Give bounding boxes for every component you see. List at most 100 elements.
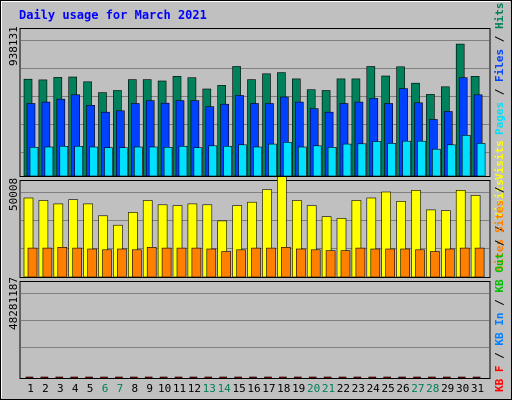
bar-kb-f-day-19: [293, 376, 302, 379]
bar-kb-f-day-26: [398, 376, 406, 379]
bar-sites-day-27: [415, 249, 425, 278]
bar-kb-f-day-10: [159, 376, 168, 379]
right-label-part: Sites: [493, 239, 506, 272]
right-label-part: Visits: [493, 179, 506, 219]
bar-kb-f-day-17: [264, 376, 272, 379]
x-tick-label-8: 8: [131, 382, 138, 395]
bar-pages-day-7: [119, 147, 128, 177]
bar-kb-f-day-23: [353, 376, 362, 379]
bar-pages-day-22: [342, 143, 352, 177]
x-tick-label-12: 12: [188, 382, 201, 395]
bar-sites-day-4: [72, 247, 82, 278]
x-tick-label-26: 26: [396, 382, 409, 395]
bar-kb-f-day-5: [85, 376, 93, 379]
ytick-label-requests: 938131: [7, 26, 20, 66]
bars-visits: [23, 176, 485, 278]
bar-sites-day-24: [370, 248, 381, 278]
bar-pages-day-4: [74, 146, 83, 177]
right-label-part: /: [493, 29, 506, 49]
x-tick-label-28: 28: [426, 382, 439, 395]
right-label-part: Hits: [493, 3, 506, 30]
bar-sites-day-5: [87, 248, 97, 278]
bar-sites-day-6: [102, 249, 112, 278]
x-tick-labels: 1 2 3 4 5 6 7 8 9 10 11 12 13 14 15 16 17 18 19 20 21 22 23 24 2…: [27, 382, 484, 395]
bar-sites-day-21: [325, 250, 336, 278]
bar-pages-day-30: [461, 135, 471, 177]
bar-kb-f-day-13: [204, 376, 213, 379]
x-tick-label-17: 17: [262, 382, 275, 395]
bar-sites-day-23: [355, 247, 366, 278]
bar-sites-day-3: [57, 247, 68, 278]
ytick-label-kbytes: 48281187: [7, 277, 20, 330]
x-tick-label-31: 31: [471, 382, 484, 395]
right-label-part: Visits: [493, 140, 506, 180]
bar-kb-f-day-8: [130, 376, 138, 379]
bar-sites-day-25: [385, 248, 396, 278]
bar-pages-day-14: [223, 146, 232, 177]
bar-kb-f-day-6: [100, 376, 108, 379]
right-label-part: /: [493, 346, 506, 366]
bar-kb-f-day-1: [25, 376, 34, 379]
bar-kb-f-day-21: [323, 376, 332, 379]
x-tick-label-23: 23: [352, 382, 365, 395]
bar-sites-day-10: [161, 247, 172, 278]
bar-kb-f-day-22: [338, 376, 347, 379]
bar-kb-f-day-18: [279, 376, 287, 379]
right-label-part: Sites: [493, 200, 506, 233]
chart-title: Daily usage for March 2021: [19, 8, 207, 22]
bar-pages-day-18: [283, 142, 292, 177]
bar-sites-day-22: [340, 250, 351, 278]
x-tick-label-2: 2: [42, 382, 49, 395]
x-tick-label-15: 15: [232, 382, 245, 395]
bar-pages-day-31: [476, 143, 486, 177]
x-tick-label-7: 7: [117, 382, 124, 395]
right-label-part: /: [493, 82, 506, 102]
bar-pages-day-6: [104, 147, 113, 177]
bars-requests: [23, 43, 486, 177]
bar-sites-day-9: [146, 247, 157, 278]
bar-sites-day-28: [430, 251, 440, 278]
bar-pages-day-24: [372, 141, 382, 177]
right-label-part: KB F: [493, 366, 506, 393]
right-label-visits: Sites / Visits: [493, 179, 506, 272]
right-label-part: /: [493, 180, 506, 200]
x-tick-label-22: 22: [337, 382, 350, 395]
bar-pages-day-10: [163, 147, 173, 177]
bar-pages-day-17: [268, 143, 277, 177]
right-label-part: KB Out: [493, 253, 506, 293]
bar-sites-day-7: [117, 248, 127, 278]
bar-sites-day-29: [444, 248, 455, 278]
bar-pages-day-2: [44, 146, 54, 177]
x-tick-label-29: 29: [441, 382, 454, 395]
bar-sites-day-30: [459, 247, 470, 278]
bar-pages-day-9: [148, 146, 158, 177]
bar-kb-f-day-9: [144, 376, 153, 379]
bars-kbytes: [25, 376, 481, 379]
bar-kb-f-day-20: [308, 376, 317, 379]
bar-kb-f-day-2: [40, 376, 49, 379]
bar-kb-f-day-14: [219, 376, 227, 379]
bar-sites-day-2: [42, 247, 53, 278]
bar-sites-day-8: [132, 249, 142, 278]
grid-kbytes: [21, 293, 489, 348]
x-tick-label-13: 13: [203, 382, 216, 395]
bar-kb-f-day-4: [70, 376, 78, 379]
x-tick-label-4: 4: [72, 382, 79, 395]
bar-kb-f-day-12: [189, 376, 198, 379]
x-tick-label-21: 21: [322, 382, 335, 395]
right-label-part: Files: [493, 49, 506, 82]
bar-pages-day-3: [59, 146, 69, 177]
bar-sites-day-12: [191, 247, 202, 278]
bar-kb-f-day-25: [383, 376, 392, 379]
x-tick-label-20: 20: [307, 382, 320, 395]
bar-sites-day-14: [221, 251, 231, 278]
bar-kb-f-day-29: [442, 376, 451, 379]
right-label-part: Pages: [493, 102, 506, 135]
plot-area-kbytes: [19, 281, 491, 379]
bar-pages-day-19: [297, 146, 307, 177]
bar-kb-f-day-27: [413, 376, 421, 379]
bar-pages-day-25: [387, 143, 397, 177]
bar-kb-f-day-28: [428, 376, 436, 379]
bar-sites-day-18: [281, 247, 291, 278]
panel-visits: 50008 Sites / Visits: [7, 176, 506, 278]
